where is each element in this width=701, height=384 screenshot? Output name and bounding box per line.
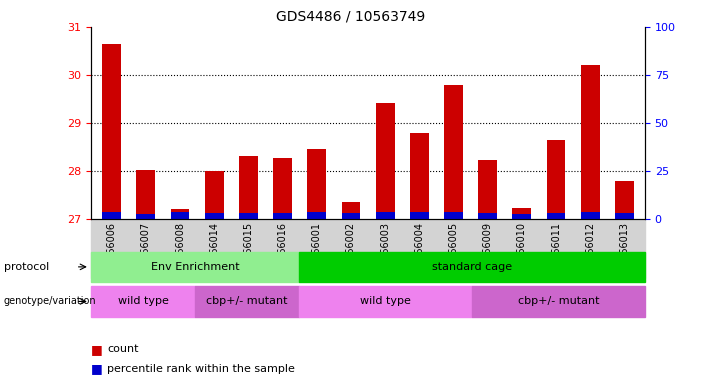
Bar bbox=[341, 213, 360, 219]
Bar bbox=[170, 209, 189, 219]
Text: wild type: wild type bbox=[360, 296, 411, 306]
Bar bbox=[547, 213, 566, 219]
Text: ■: ■ bbox=[91, 362, 103, 375]
Bar bbox=[170, 212, 189, 219]
Text: cbp+/- mutant: cbp+/- mutant bbox=[517, 296, 599, 306]
Bar bbox=[444, 85, 463, 219]
Bar bbox=[410, 212, 429, 219]
Bar bbox=[512, 209, 531, 219]
Bar bbox=[137, 214, 155, 219]
Bar bbox=[137, 170, 155, 219]
Bar bbox=[376, 212, 395, 219]
Text: Env Enrichment: Env Enrichment bbox=[151, 262, 239, 272]
Bar bbox=[444, 212, 463, 219]
Bar bbox=[478, 213, 497, 219]
Text: wild type: wild type bbox=[118, 296, 168, 306]
Text: standard cage: standard cage bbox=[432, 262, 512, 272]
Text: percentile rank within the sample: percentile rank within the sample bbox=[107, 364, 295, 374]
Bar bbox=[273, 158, 292, 219]
Bar bbox=[102, 212, 121, 219]
Bar bbox=[581, 212, 599, 219]
Bar bbox=[376, 103, 395, 219]
Bar bbox=[410, 134, 429, 219]
Bar bbox=[478, 161, 497, 219]
Bar bbox=[307, 149, 326, 219]
Bar bbox=[239, 213, 258, 219]
Bar bbox=[205, 213, 224, 219]
Bar bbox=[273, 213, 292, 219]
Text: count: count bbox=[107, 344, 139, 354]
Bar bbox=[341, 202, 360, 219]
Bar bbox=[615, 182, 634, 219]
Bar bbox=[307, 212, 326, 219]
Bar bbox=[547, 140, 566, 219]
Text: protocol: protocol bbox=[4, 262, 49, 272]
Bar bbox=[102, 44, 121, 219]
Text: ■: ■ bbox=[91, 343, 103, 356]
Text: genotype/variation: genotype/variation bbox=[4, 296, 96, 306]
Text: GDS4486 / 10563749: GDS4486 / 10563749 bbox=[276, 10, 425, 23]
Bar bbox=[205, 171, 224, 219]
Bar bbox=[615, 213, 634, 219]
Text: cbp+/- mutant: cbp+/- mutant bbox=[206, 296, 287, 306]
Bar bbox=[581, 65, 599, 219]
Bar bbox=[239, 157, 258, 219]
Bar bbox=[512, 214, 531, 219]
